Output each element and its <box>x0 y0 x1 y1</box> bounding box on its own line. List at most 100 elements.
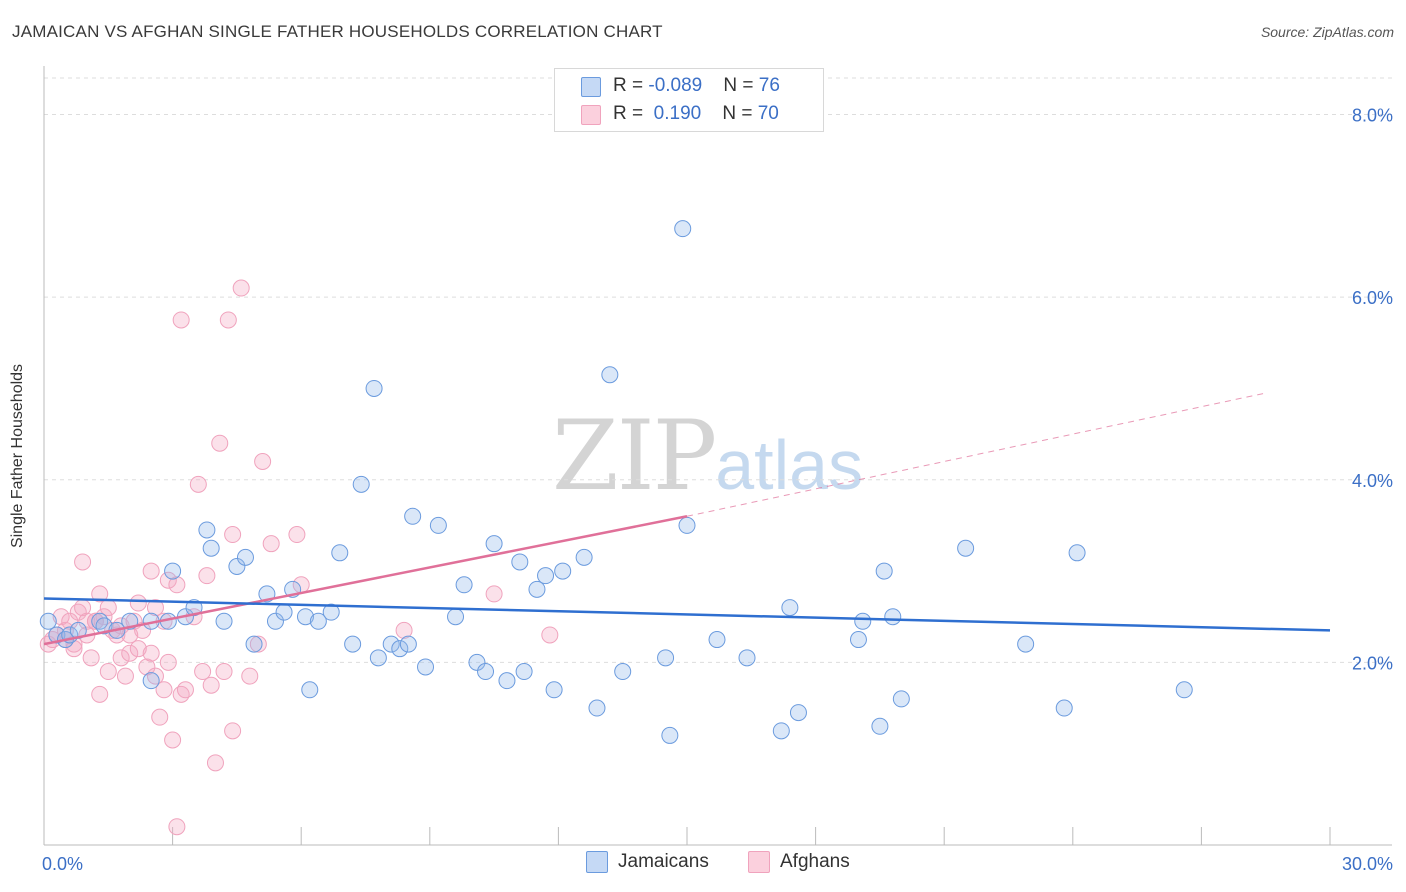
jamaicans-point <box>447 608 465 626</box>
jamaicans-point <box>511 553 529 571</box>
jamaicans-swatch <box>581 77 601 97</box>
jamaicans-point <box>708 631 726 649</box>
jamaicans-point <box>468 653 486 671</box>
afghans-point <box>129 640 147 658</box>
y-tick-label: 8.0% <box>1352 106 1393 126</box>
jamaicans-point <box>485 535 503 553</box>
bottom-legend-afghans: Afghans <box>748 851 850 873</box>
afghans-point <box>159 653 177 671</box>
afghans-point <box>395 621 413 639</box>
jamaicans-point <box>515 663 533 681</box>
jamaicans-point <box>789 704 807 722</box>
y-tick-label: 6.0% <box>1352 288 1393 308</box>
x-tick-label-min: 0.0% <box>42 854 83 874</box>
jamaicans-point <box>875 562 893 580</box>
jamaicans-point <box>417 658 435 676</box>
bottom-afghans-label: Afghans <box>780 851 850 872</box>
jamaicans-point <box>1068 544 1086 562</box>
afghans-point <box>194 663 212 681</box>
jamaicans-point <box>545 681 563 699</box>
jamaicans-trend-line <box>43 597 1331 632</box>
jamaicans-point <box>266 612 284 630</box>
jamaicans-point <box>537 567 555 585</box>
jamaicans-point <box>477 663 495 681</box>
jamaicans-point <box>854 612 872 630</box>
afghans-point <box>116 667 134 685</box>
jamaicans-point <box>228 558 246 576</box>
afghans-point <box>189 475 207 493</box>
jamaicans-point <box>39 612 57 630</box>
jamaicans-point <box>236 548 254 566</box>
jamaicans-point <box>404 507 422 525</box>
jamaicans-point <box>352 475 370 493</box>
legend-afg-r-label: R = <box>613 103 649 124</box>
jamaicans-point <box>429 516 447 534</box>
y-tick-label: 2.0% <box>1352 653 1393 673</box>
legend-afg-r-value: 0.190 <box>648 103 702 124</box>
afghans-point <box>241 667 259 685</box>
afghans-point <box>176 681 194 699</box>
bottom-jamaicans-label: Jamaicans <box>618 851 709 872</box>
watermark: ZIPatlas <box>552 400 863 512</box>
legend-afg-n-label: N = <box>722 103 758 124</box>
jamaicans-point <box>772 722 790 740</box>
jamaicans-point <box>164 562 182 580</box>
afghans-point <box>224 722 242 740</box>
bottom-jamaicans-swatch <box>586 851 608 873</box>
bottom-legend-jamaicans: Jamaicans <box>586 851 709 873</box>
afghans-point <box>168 576 186 594</box>
jamaicans-point <box>455 576 473 594</box>
afghans-point <box>91 585 109 603</box>
jamaicans-point <box>871 717 889 735</box>
watermark-zip: ZIP <box>552 400 717 512</box>
jamaicans-point <box>344 635 362 653</box>
x-tick-label-max: 30.0% <box>1342 854 1393 874</box>
jamaicans-point <box>202 539 220 557</box>
afghans-point <box>61 612 79 630</box>
afghans-point <box>219 311 237 329</box>
jamaicans-point <box>661 726 679 744</box>
afghans-point <box>99 663 117 681</box>
afghans-point <box>155 681 173 699</box>
correlation-legend: R = -0.089 N = 76 R = 0.190 N = 70 <box>554 68 824 132</box>
afghans-point <box>138 658 156 676</box>
afghans-point <box>198 567 216 585</box>
afghans-point <box>65 640 83 658</box>
legend-jam-n-label: N = <box>723 75 759 96</box>
afghans-swatch <box>581 105 601 125</box>
tick-labels: 2.0% 4.0% 6.0% 8.0% 0.0% 30.0% <box>42 106 1393 874</box>
afghans-point <box>215 663 233 681</box>
jamaicans-point <box>957 539 975 557</box>
afghans-point <box>121 644 139 662</box>
jamaicans-point <box>382 635 400 653</box>
jamaicans-point <box>399 635 417 653</box>
afghans-point <box>485 585 503 603</box>
jamaicans-point <box>391 640 409 658</box>
watermark-atlas: atlas <box>715 426 864 504</box>
afghans-point <box>211 434 229 452</box>
jamaicans-point <box>185 599 203 617</box>
jamaicans-point <box>738 649 756 667</box>
jamaicans-point <box>657 649 675 667</box>
jamaicans-point <box>296 608 314 626</box>
jamaicans-point <box>1055 699 1073 717</box>
afghans-trend-line <box>43 515 688 646</box>
legend-jam-n-value: 76 <box>758 75 780 96</box>
afghans-point <box>142 562 160 580</box>
afghans-point <box>142 644 160 662</box>
y-axis-label: Single Father Households <box>9 363 26 549</box>
jamaicans-point <box>528 580 546 598</box>
jamaicans-point <box>892 690 910 708</box>
afghans-point <box>541 626 559 644</box>
afghans-point <box>146 599 164 617</box>
jamaicans-point <box>588 699 606 717</box>
jamaicans-point <box>849 631 867 649</box>
legend-afg-n-value: 70 <box>757 103 779 124</box>
afghans-point <box>82 649 100 667</box>
afghans-point <box>129 594 147 612</box>
jamaicans-point <box>554 562 572 580</box>
source-label: Source: ZipAtlas.com <box>1260 24 1394 40</box>
jamaicans-point <box>614 663 632 681</box>
afghans-point <box>288 526 306 544</box>
jamaicans-point <box>674 220 692 238</box>
